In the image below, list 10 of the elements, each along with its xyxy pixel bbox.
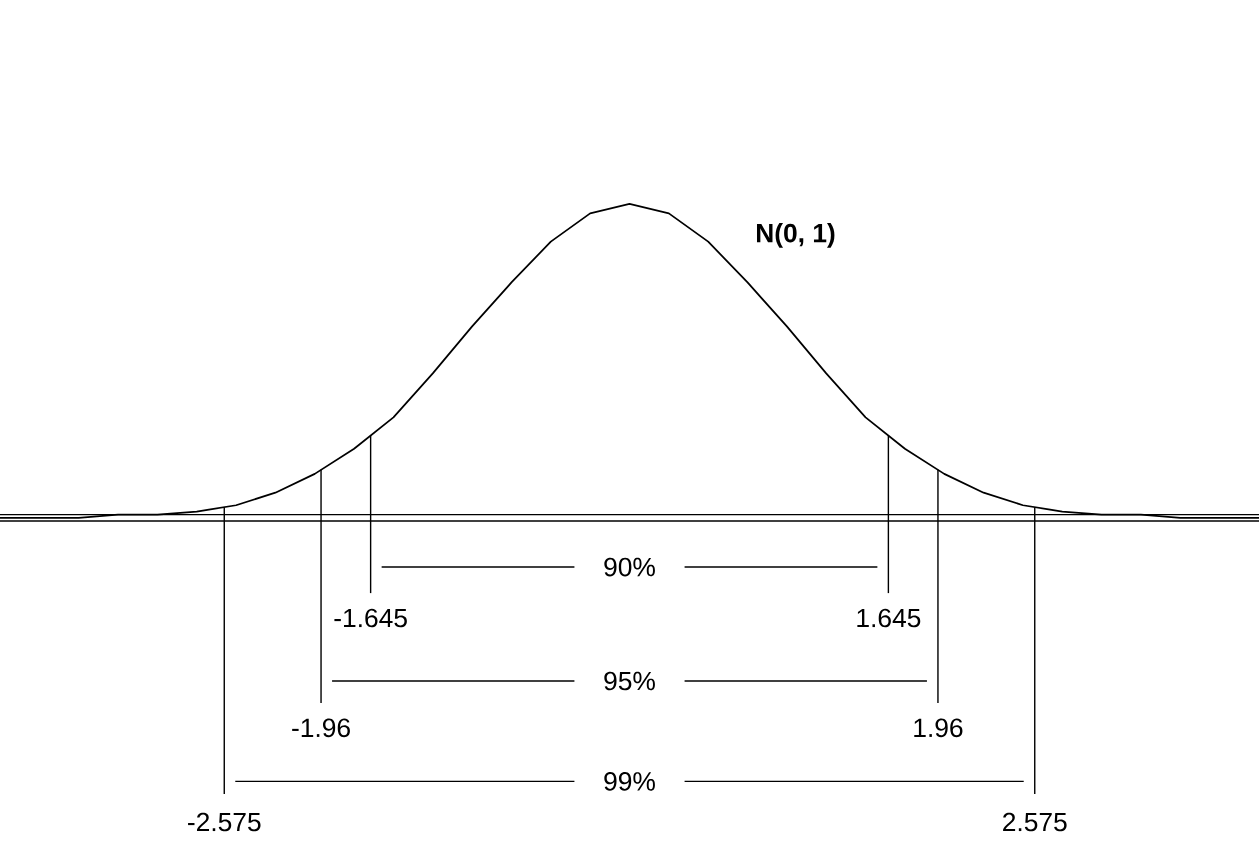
x-tick-label: -1.645 <box>334 608 407 628</box>
text: 95% <box>604 671 655 691</box>
ref-line-label: 2.575 <box>1003 812 1067 832</box>
ref-line-label: 1.96 <box>914 718 963 738</box>
x-tick-label: 1.645 <box>857 608 921 628</box>
text: 99% <box>604 772 655 791</box>
text: 90% <box>604 557 655 577</box>
series-label: N(0, 1) <box>756 223 835 248</box>
ref-line-label: -2.575 <box>188 812 261 832</box>
ref-line-label: -1.96 <box>292 718 350 738</box>
